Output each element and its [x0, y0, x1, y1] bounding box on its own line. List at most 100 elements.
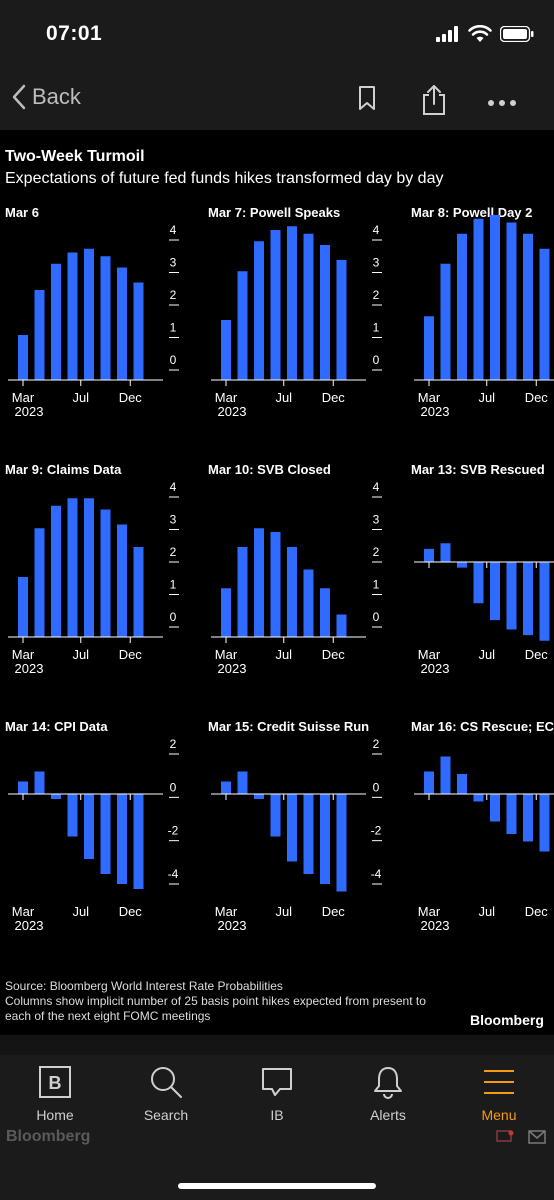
bar	[539, 562, 550, 641]
bar	[506, 222, 517, 380]
share-button[interactable]	[420, 84, 448, 121]
bar	[424, 548, 434, 562]
y-tick-label: 0	[373, 610, 380, 624]
x-tick-label: 2023	[218, 661, 247, 676]
bar	[506, 794, 517, 834]
y-tick-label: 1	[170, 321, 177, 335]
footer-brand: Bloomberg	[6, 1128, 91, 1145]
y-tick-label: 1	[373, 321, 380, 335]
bar	[270, 230, 281, 380]
panel-title: Mar 8: Powell Day 2	[411, 205, 533, 220]
y-tick-label: 4	[373, 480, 380, 494]
bar	[84, 498, 94, 637]
more-dots-icon	[488, 100, 516, 106]
x-tick-label: Mar	[215, 904, 238, 919]
x-tick-label: Dec	[322, 904, 346, 919]
tab-menu[interactable]: Menu	[449, 1065, 549, 1123]
y-tick-label: 0	[373, 353, 380, 367]
bar	[100, 794, 111, 874]
bar	[221, 588, 231, 637]
x-tick-label: Mar	[12, 390, 35, 405]
small-multiples-svg: 43210Mar2023JulDec43210Mar2023JulDec4321…	[8, 215, 554, 933]
bar	[303, 794, 314, 874]
bar	[100, 256, 111, 380]
bar	[490, 215, 500, 380]
bar	[473, 562, 484, 604]
signal-icon	[436, 26, 458, 42]
x-tick-label: Dec	[119, 647, 143, 662]
menu-icon	[484, 1070, 514, 1094]
bar	[270, 794, 281, 837]
bar	[457, 562, 467, 568]
search-icon	[151, 1067, 182, 1098]
bar	[133, 794, 144, 889]
panel-title: Mar 9: Claims Data	[5, 462, 122, 477]
y-tick-label: -4	[371, 867, 382, 881]
y-tick-label: 0	[170, 780, 177, 794]
mail-icon[interactable]	[528, 1130, 546, 1144]
bar	[117, 524, 127, 637]
panel-title: Mar 16: CS Rescue; EC	[411, 719, 554, 734]
bloomberg-logo: Bloomberg	[470, 1012, 544, 1028]
y-tick-label: 3	[170, 513, 177, 527]
bar	[440, 756, 451, 794]
bar	[237, 271, 248, 380]
y-tick-label: 0	[170, 353, 177, 367]
system-icons	[436, 25, 534, 43]
bar	[34, 290, 45, 380]
bar	[320, 588, 330, 637]
bar	[84, 794, 94, 859]
tab-alerts[interactable]: Alerts	[338, 1065, 438, 1123]
bar	[336, 260, 347, 380]
y-tick-label: 2	[373, 545, 380, 559]
y-tick-label: 2	[373, 737, 380, 751]
tab-ib[interactable]: IB	[227, 1065, 327, 1123]
bar	[523, 794, 533, 842]
bar	[133, 282, 144, 380]
bar	[34, 528, 45, 637]
share-icon	[423, 85, 445, 115]
bar	[34, 771, 45, 794]
bookmark-button[interactable]	[357, 84, 377, 117]
tab-label: Alerts	[370, 1107, 406, 1123]
bar	[18, 335, 28, 380]
y-tick-label: 4	[170, 480, 177, 494]
bar	[18, 781, 28, 794]
x-tick-label: Jul	[72, 647, 89, 662]
bar	[473, 218, 484, 380]
more-options-button[interactable]	[487, 94, 517, 112]
bar	[320, 245, 330, 380]
tab-home[interactable]: B Home	[5, 1065, 105, 1123]
x-tick-label: Dec	[119, 390, 143, 405]
bar	[539, 794, 550, 852]
tab-label: IB	[270, 1107, 284, 1123]
x-tick-label: Jul	[478, 390, 495, 405]
panel-title: Mar 15: Credit Suisse Run	[208, 719, 370, 734]
chat-icon	[262, 1068, 292, 1096]
x-tick-label: Mar	[418, 904, 441, 919]
feedback-icon[interactable]	[496, 1130, 514, 1144]
bar	[254, 241, 264, 380]
bar	[320, 794, 330, 884]
bar	[336, 614, 347, 637]
wifi-icon	[468, 25, 492, 42]
bar	[51, 794, 61, 799]
y-tick-label: 1	[170, 578, 177, 592]
panel-title: Mar 7: Powell Speaks	[208, 205, 341, 220]
bar	[424, 316, 434, 380]
x-tick-label: Dec	[525, 904, 549, 919]
back-label: Back	[32, 84, 81, 109]
tab-search[interactable]: Search	[116, 1065, 216, 1123]
bar	[254, 794, 264, 799]
source-line: each of the next eight FOMC meetings	[5, 1009, 211, 1023]
bar	[67, 794, 78, 837]
panel-title: Mar 6	[5, 205, 39, 220]
x-tick-label: Mar	[215, 390, 238, 405]
x-tick-label: Jul	[72, 904, 89, 919]
y-tick-label: -2	[168, 824, 179, 838]
x-tick-label: Mar	[418, 647, 441, 662]
source-note: Source: Bloomberg World Interest Rate Pr…	[5, 979, 485, 1024]
bar	[303, 233, 314, 380]
back-button[interactable]: Back	[12, 84, 81, 110]
bar	[440, 543, 451, 562]
